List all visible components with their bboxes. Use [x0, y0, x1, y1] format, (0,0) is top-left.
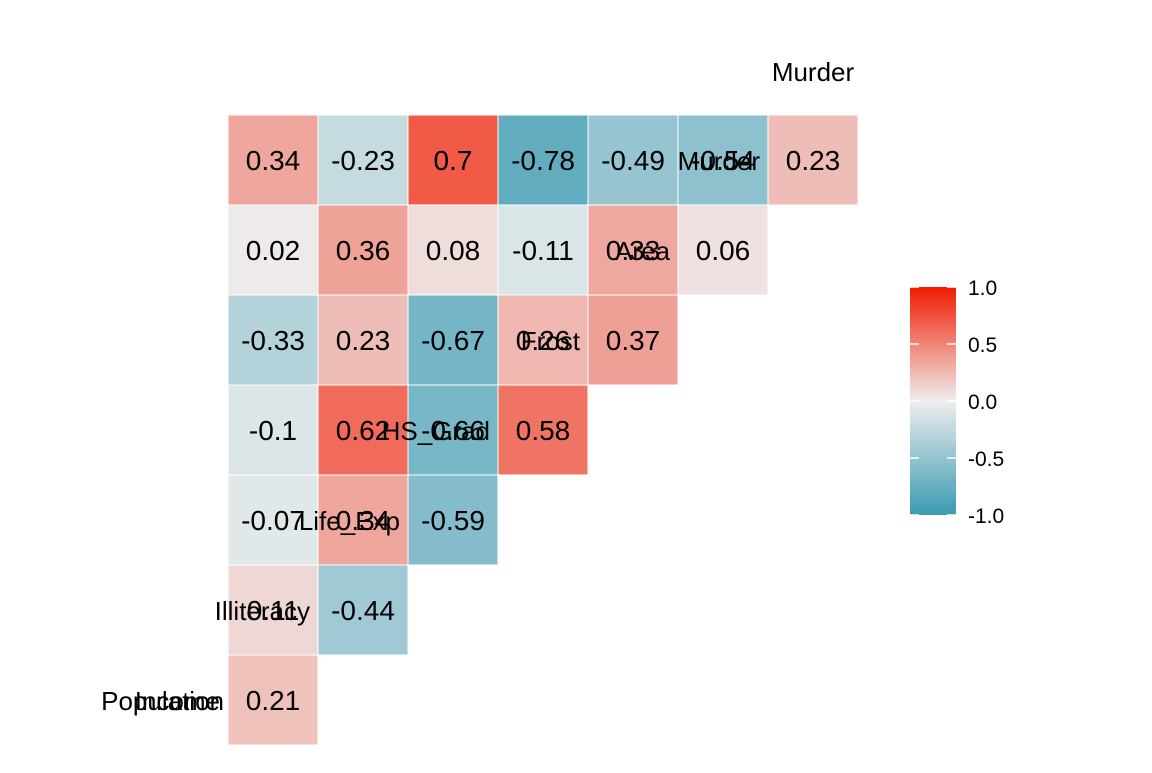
cell-value-label: -0.1 [249, 415, 297, 446]
heatmap-cell-area-population [228, 205, 318, 295]
cell-value-label: 0.23 [786, 145, 841, 176]
heatmap-cell-hs_grad-life_exp [498, 385, 588, 475]
cell-value-label: -0.49 [601, 145, 665, 176]
heatmap-cell-area-life_exp [498, 205, 588, 295]
legend-tick-label: 0.0 [968, 391, 997, 414]
cell-value-label: -0.23 [331, 145, 395, 176]
cell-value-label: -0.07 [241, 505, 305, 536]
diagonal-label-area: Area [615, 236, 670, 266]
labels-layer: 0.21 0.11 -0.44 -0.07 0.34 -0.59 -0.1 0.62 -0.66… [101, 57, 854, 716]
heatmap-cell-hs_grad-income [318, 385, 408, 475]
heatmap-cell-illiteracy-population [228, 565, 318, 655]
cell-value-label: 0.21 [246, 685, 301, 716]
legend-tick-label: -0.5 [968, 448, 1004, 471]
heatmap-cell-frost-illiteracy [408, 295, 498, 385]
cell-value-label: 0.7 [434, 145, 473, 176]
diagonal-label-frost: Frost [521, 326, 581, 356]
heatmap-cell-hs_grad-illiteracy [408, 385, 498, 475]
heatmap-cell-frost-life_exp [498, 295, 588, 385]
cell-value-label: 0.11 [247, 595, 299, 626]
heatmap-cell-area-hs_grad [588, 205, 678, 295]
cell-value-label: 0.08 [426, 235, 481, 266]
heatmap-cell-murder-life_exp [498, 115, 588, 205]
cell-value-label: 0.37 [606, 325, 661, 356]
cell-value-label: 0.34 [246, 145, 301, 176]
heatmap-cell-murder-frost [678, 115, 768, 205]
diagonal-label-murder: Murder [772, 57, 855, 87]
legend-tick-label: 1.0 [968, 277, 997, 300]
cell-value-label: 0.23 [336, 325, 391, 356]
heatmap-cell-income-population [228, 655, 318, 745]
cell-value-label: 0.36 [336, 235, 391, 266]
legend-layer: 1.0 0.5 0.0 -0.5 -1.0 [910, 277, 1004, 528]
heatmap-cell-frost-population [228, 295, 318, 385]
cell-value-label: 0.58 [516, 415, 571, 446]
cell-value-label: -0.54 [691, 145, 755, 176]
cell-value-label: 0.34 [336, 505, 391, 536]
diagonal-label-murder: Murder [678, 146, 761, 176]
cell-value-label: -0.33 [241, 325, 305, 356]
diagonal-label-life_exp: Life_Exp [299, 506, 400, 536]
heatmap-cell-murder-hs_grad [588, 115, 678, 205]
heatmap-cell-area-frost [678, 205, 768, 295]
diagonal-label-hs_grad: HS_Grad [382, 416, 490, 446]
cell-value-label: -0.78 [511, 145, 575, 176]
cell-value-label: 0.62 [336, 415, 391, 446]
cells-layer [228, 115, 858, 745]
heatmap-cell-hs_grad-population [228, 385, 318, 475]
heatmap-cell-murder-income [318, 115, 408, 205]
legend-tick-label: 0.5 [968, 334, 997, 357]
cell-value-label: 0.02 [246, 235, 301, 266]
legend-tick-label: -1.0 [968, 505, 1004, 528]
cell-value-label: -0.66 [421, 415, 485, 446]
heatmap-cell-murder-illiteracy [408, 115, 498, 205]
heatmap-cell-frost-hs_grad [588, 295, 678, 385]
cell-value-label: 0.26 [516, 325, 571, 356]
heatmap-cell-life_exp-illiteracy [408, 475, 498, 565]
heatmap-cell-murder-area [768, 115, 858, 205]
heatmap-cell-murder-population [228, 115, 318, 205]
cell-value-label: -0.59 [421, 505, 485, 536]
heatmap-cell-frost-income [318, 295, 408, 385]
heatmap-cell-life_exp-population [228, 475, 318, 565]
cell-value-label: -0.11 [512, 235, 574, 266]
cell-value-label: 0.33 [606, 235, 661, 266]
heatmap-cell-life_exp-income [318, 475, 408, 565]
heatmap-cell-area-illiteracy [408, 205, 498, 295]
cell-value-label: -0.67 [421, 325, 485, 356]
cell-value-label: 0.06 [696, 235, 751, 266]
heatmap-cell-area-income [318, 205, 408, 295]
diagonal-label-population: Population [101, 686, 224, 716]
cell-value-label: -0.44 [331, 595, 395, 626]
heatmap-cell-illiteracy-income [318, 565, 408, 655]
diagonal-label-illiteracy: Illiteracy [215, 596, 310, 626]
diagonal-label-income: Income [135, 686, 220, 716]
